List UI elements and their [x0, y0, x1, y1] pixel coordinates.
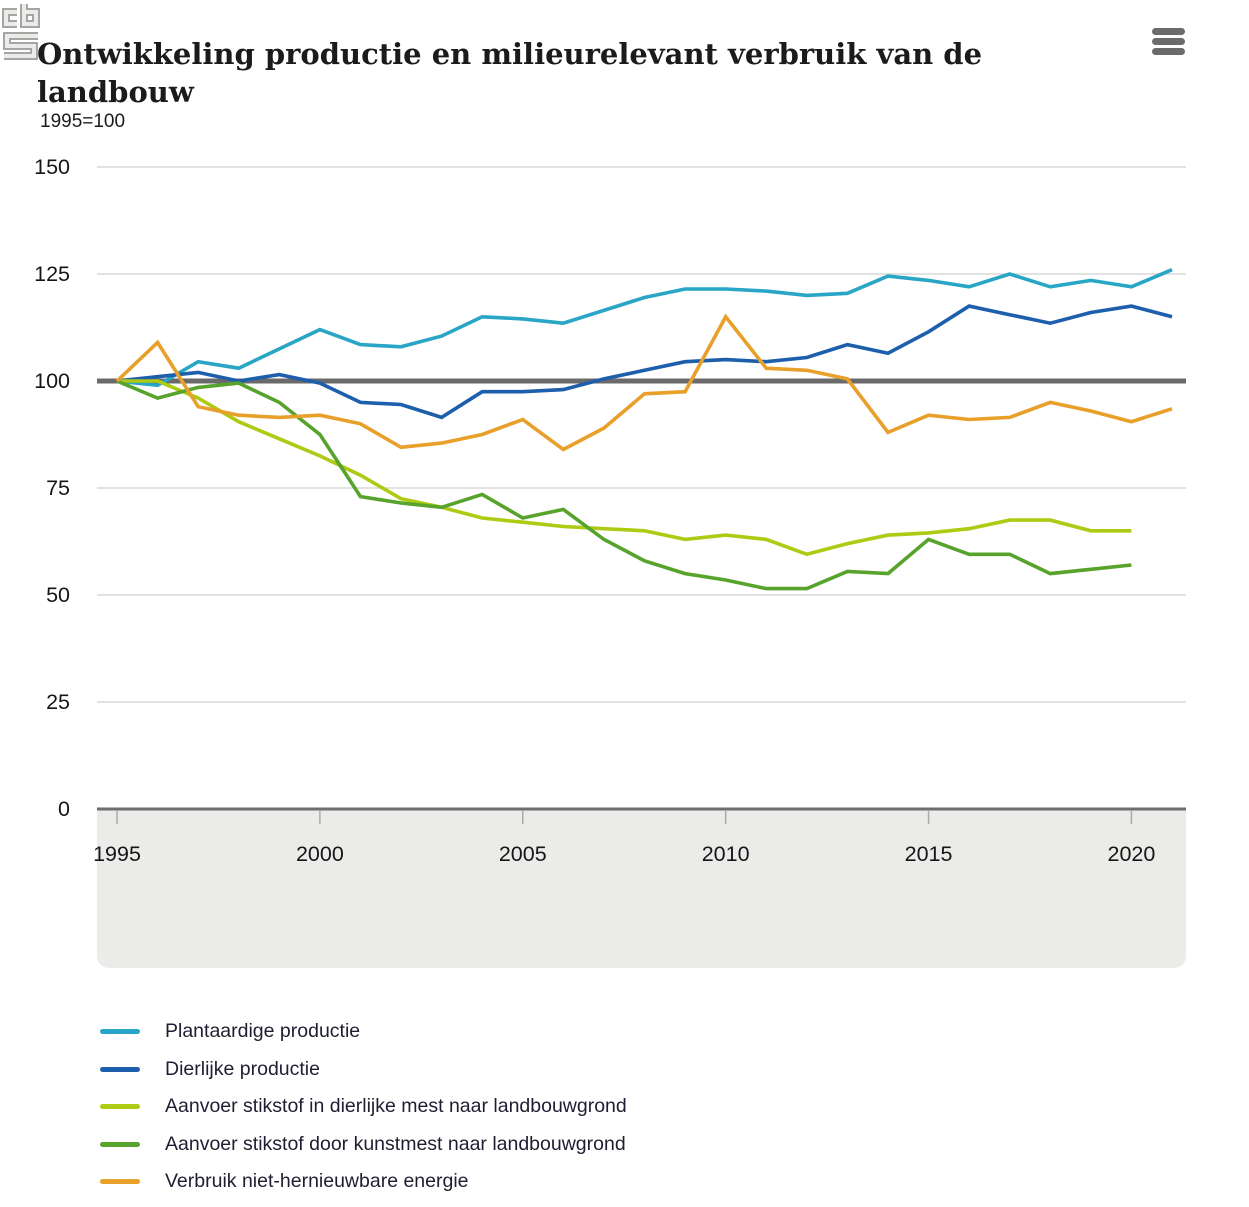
legend-label: Dierlijke productie — [165, 1057, 320, 1080]
x-axis-label-1995: 1995 — [93, 842, 141, 866]
legend-swatch-icon — [100, 1141, 140, 1147]
cbs-logo — [2, 4, 40, 60]
series-line-verbruik-niet-hernieuwbare-energie[interactable] — [115, 313, 1173, 452]
legend-swatch-icon — [100, 1029, 140, 1035]
chart-menu-button[interactable] — [1152, 28, 1186, 58]
y-axis-label-50: 50 — [46, 583, 70, 607]
data-series-lines — [115, 268, 1173, 591]
x-axis-band — [97, 810, 1186, 968]
series-line-plantaardige-productie[interactable] — [116, 268, 1173, 388]
y-axis-label-125: 125 — [34, 262, 70, 286]
y-axis-label-25: 25 — [46, 690, 70, 714]
legend-label: Aanvoer stikstof door kunstmest naar lan… — [165, 1132, 626, 1155]
hamburger-menu-icon — [1152, 28, 1185, 35]
chart-unit-label: 1995=100 — [40, 111, 126, 132]
legend-swatch-icon — [100, 1104, 140, 1110]
y-axis-label-150: 150 — [34, 155, 70, 179]
series-line-aanvoer-stikstof-in-dierlijke-mest-naar-landbouwgrond[interactable] — [117, 379, 1132, 557]
chart-title-line1: Ontwikkeling productie en milieurelevant… — [37, 37, 983, 72]
y-axis-label-75: 75 — [46, 476, 70, 500]
chart-legend: Plantaardige productie Dierlijke producti… — [100, 1013, 627, 1201]
x-axis-label-2010: 2010 — [701, 842, 750, 866]
legend-item-aanvoer-stikstof-door-kunstmest-naar-landbouwgrond[interactable]: Aanvoer stikstof door kunstmest naar lan… — [100, 1126, 627, 1164]
hamburger-menu-icon — [1152, 48, 1185, 55]
legend-item-verbruik-niet-hernieuwbare-energie[interactable]: Verbruik niet-hernieuwbare energie — [100, 1163, 627, 1201]
legend-label: Verbruik niet-hernieuwbare energie — [165, 1170, 469, 1193]
gridlines — [97, 166, 1186, 811]
x-axis-label-2000: 2000 — [295, 842, 344, 866]
legend-item-aanvoer-stikstof-in-dierlijke-mest-naar-landbouwgrond[interactable]: Aanvoer stikstof in dierlijke mest naar … — [100, 1088, 627, 1126]
chart-title-line2: landbouw — [37, 75, 194, 110]
series-line-aanvoer-stikstof-door-kunstmest-naar-landbouwgrond[interactable] — [116, 379, 1132, 591]
legend-swatch-icon — [100, 1066, 140, 1072]
legend-swatch-icon — [100, 1179, 140, 1185]
series-line-dierlijke-productie[interactable] — [116, 304, 1173, 420]
chart-title: Ontwikkeling productie en milieurelevant… — [37, 35, 997, 111]
legend-label: Aanvoer stikstof in dierlijke mest naar … — [165, 1095, 627, 1118]
legend-item-dierlijke-productie[interactable]: Dierlijke productie — [100, 1051, 627, 1089]
legend-label: Plantaardige productie — [165, 1020, 361, 1043]
y-axis-label-100: 100 — [34, 369, 70, 393]
legend-item-plantaardige-productie[interactable]: Plantaardige productie — [100, 1013, 627, 1051]
x-axis-ticks — [116, 810, 1133, 824]
hamburger-menu-icon — [1152, 38, 1185, 45]
y-axis-label-0: 0 — [58, 797, 70, 821]
x-axis-label-2005: 2005 — [498, 842, 547, 866]
x-axis-label-2015: 2015 — [904, 842, 953, 866]
x-axis-label-2020: 2020 — [1107, 842, 1156, 866]
